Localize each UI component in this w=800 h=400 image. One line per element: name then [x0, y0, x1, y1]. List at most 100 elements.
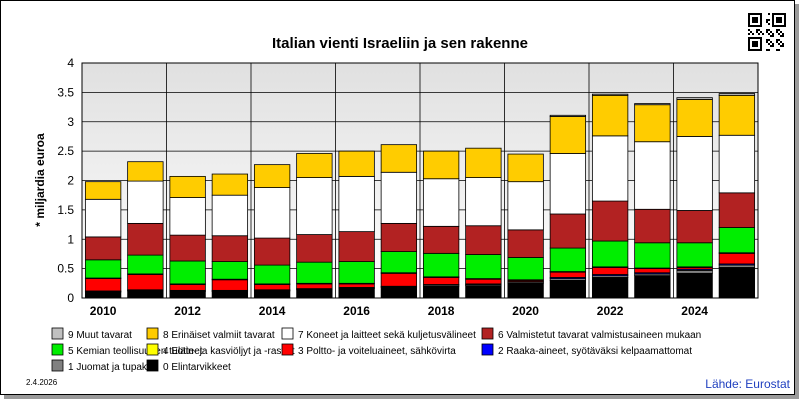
bar-segment: [211, 291, 249, 299]
bar-segment: [634, 208, 671, 244]
y-tick-label: 3.5: [57, 85, 74, 99]
bar-segment: [676, 210, 713, 244]
bar-segment: [676, 97, 713, 100]
legend-swatch: [146, 343, 159, 356]
legend-item: 2 Raaka-aineet, syötäväksi kelpaamattoma…: [481, 343, 692, 357]
bar-segment: [296, 177, 333, 235]
bar-segment: [718, 252, 756, 265]
x-tick-label: 2014: [259, 304, 286, 318]
bar-segment: [507, 229, 544, 258]
bar-segment: [422, 178, 460, 227]
legend-label: 3 Poltto- ja voiteluaineet, sähkövirta: [298, 346, 456, 357]
y-tick-label: 3: [67, 115, 74, 129]
legend-item: 7 Koneet ja laitteet sekä kuljetusväline…: [281, 327, 476, 341]
plot-border: [81, 62, 759, 299]
bar-stack-2025: [718, 93, 756, 299]
bar-segment: [718, 134, 756, 194]
bar-segment: [380, 171, 418, 224]
legend-swatch: [51, 359, 64, 372]
bar-segment: [84, 278, 122, 292]
source-label: Lähde: Eurostat: [705, 377, 790, 391]
bar-segment: [507, 181, 544, 231]
bar-segment: [465, 177, 502, 227]
bar-segment: [253, 237, 291, 266]
chart-title: Italian vienti Israeliin ja sen rakenne: [272, 35, 528, 52]
bar-segment: [169, 197, 206, 236]
bar-segment: [84, 291, 122, 299]
bar-stack-2023: [634, 103, 671, 299]
y-tick-label: 0.5: [57, 262, 74, 276]
bar-segment: [169, 234, 206, 262]
bar-segment: [591, 94, 629, 137]
bar-stack-2020: [507, 153, 544, 299]
legend-label: 0 Elintarvikkeet: [163, 362, 231, 373]
bar-segment: [634, 268, 671, 274]
y-axis-label: * miljardia euroa: [33, 133, 47, 227]
bar-stack-2022: [591, 93, 629, 299]
bar-stack-2014: [253, 164, 291, 299]
bar-segment: [718, 227, 756, 254]
bar-segment: [253, 290, 291, 299]
bar-segment: [507, 257, 544, 281]
bar-stack-2015: [296, 153, 333, 299]
bar-segment: [591, 267, 629, 275]
bar-segment: [634, 104, 671, 143]
bar-stack-2016: [338, 150, 375, 299]
bar-segment: [676, 269, 713, 274]
bar-segment: [211, 235, 249, 262]
bar-segment: [169, 284, 206, 291]
bar-segment: [634, 242, 671, 269]
bar-segment: [380, 287, 418, 299]
legend-label: 1 Juomat ja tupakka: [68, 362, 158, 373]
bar-segment: [127, 254, 164, 275]
bar-segment: [127, 274, 164, 291]
bar-segment: [169, 175, 206, 198]
bar-segment: [591, 240, 629, 268]
bar-segment: [465, 285, 502, 299]
bar-segment: [127, 180, 164, 224]
bar-segment: [676, 242, 713, 268]
date-label: 2.4.2026: [26, 378, 58, 387]
bar-segment: [84, 259, 122, 279]
bar-segment: [591, 200, 629, 242]
legend-swatch: [51, 327, 64, 340]
bar-segment: [591, 277, 629, 299]
bar-stack-2013: [211, 173, 249, 299]
bar-segment: [211, 194, 249, 237]
bar-segment: [591, 93, 629, 96]
bar-segment: [338, 283, 375, 288]
x-tick-label: 2018: [428, 304, 455, 318]
legend-label: 4 Eläin- ja kasviöljyt ja -rasvat: [163, 346, 295, 357]
x-tick-label: 2020: [512, 304, 539, 318]
bar-segment: [296, 261, 333, 284]
legend-label: 9 Muut tavarat: [68, 330, 132, 341]
bar-segment: [127, 290, 164, 299]
x-tick-label: 2024: [681, 304, 708, 318]
bar-segment: [380, 272, 418, 287]
bar-segment: [422, 252, 460, 278]
bar-segment: [549, 271, 587, 278]
x-tick-label: 2012: [174, 304, 201, 318]
bar-segment: [338, 150, 375, 177]
bar-segment: [296, 153, 333, 178]
bar-segment: [676, 99, 713, 137]
bar-segment: [591, 135, 629, 202]
bar-segment: [465, 225, 502, 255]
bar-segment: [338, 231, 375, 262]
bar-segment: [84, 181, 122, 200]
y-tick-label: 4: [67, 56, 74, 70]
bar-segment: [127, 161, 164, 182]
bar-segment: [718, 94, 756, 136]
legend-item: 3 Poltto- ja voiteluaineet, sähkövirta: [281, 343, 456, 357]
legend-swatch: [146, 327, 159, 340]
legend-item: 0 Elintarvikkeet: [146, 359, 231, 373]
bar-stack-2021: [549, 114, 587, 299]
bar-segment: [380, 251, 418, 274]
bar-segment: [718, 93, 756, 96]
bar-stack-2012: [169, 175, 206, 299]
bar-segment: [253, 264, 291, 285]
bar-segment: [465, 254, 502, 280]
bar-stack-2024: [676, 97, 713, 299]
bar-segment: [718, 267, 756, 299]
bar-segment: [380, 222, 418, 252]
